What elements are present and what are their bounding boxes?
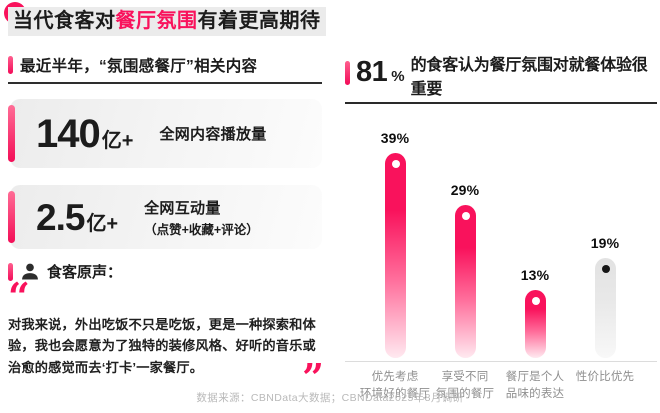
customer-quote: “ 对我来说，外出吃饭不只是吃饭，更是一种探索和体验，我也会愿意为了独特的装修风… — [8, 274, 324, 397]
page-title: 当代食客对餐厅氛围有着更高期待 — [4, 2, 326, 36]
stat-label-text: 全网内容播放量 — [159, 126, 267, 143]
person-icon — [22, 263, 38, 279]
stat-unit: 亿+ — [86, 212, 119, 235]
open-quote-icon: “ — [8, 274, 30, 319]
left-section-header: 最近半年，“氛围感餐厅”相关内容 — [8, 54, 322, 84]
card-accent-bar — [8, 105, 15, 162]
category-label: 优先考虑 环境好的餐厅 — [359, 371, 431, 400]
stat-value: 2.5 — [36, 196, 85, 238]
title-prefix: 当代食客对 — [13, 10, 116, 32]
bar-top-dot — [531, 297, 540, 305]
page-title-text: 当代食客对餐厅氛围有着更高期待 — [8, 7, 326, 36]
headline-number: 81 — [356, 56, 388, 88]
voice-section-title: 食客原声： — [47, 264, 123, 281]
stat-number: 140 亿+ — [36, 114, 133, 154]
category-labels: 优先考虑 环境好的餐厅 享受不同 氛围的餐厅 餐厅是个人 品味的表达 性价比优先 — [345, 369, 657, 413]
chart-bar — [525, 290, 546, 358]
category-label: 性价比优先 — [575, 371, 635, 383]
headline-text: 的食客认为餐厅氛围对就餐体验很重要 — [410, 57, 648, 98]
stat-unit: 亿+ — [101, 129, 134, 152]
accent-bar-icon — [8, 262, 13, 281]
accent-bar-icon — [8, 56, 13, 74]
data-source-note: 数据来源：CBNData大数据；CBNData2025年8月调研 — [196, 392, 464, 404]
bar-top-dot — [601, 265, 610, 273]
chart-bar — [455, 205, 476, 358]
stat-card-interaction: 2.5 亿+ 全网互动量 （点赞+收藏+评论） — [8, 185, 322, 249]
bar-value-label: 13% — [520, 267, 550, 283]
title-suffix: 有着更高期待 — [197, 10, 321, 32]
card-accent-bar — [8, 190, 15, 244]
chart-panel: 81 % 的食客认为餐厅氛围对就餐体验很重要 39% 29% 13% 19% 优先考虑… — [345, 46, 657, 413]
left-section-title: 最近半年，“氛围感餐厅”相关内容 — [20, 58, 258, 75]
bar-value-label: 29% — [450, 182, 480, 198]
stat-label: 全网内容播放量 — [159, 123, 266, 144]
stat-number: 2.5 亿+ — [36, 199, 118, 236]
chart-headline: 81 % 的食客认为餐厅氛围对就餐体验很重要 — [345, 46, 657, 104]
category-label: 餐厅是个人 品味的表达 — [505, 371, 565, 400]
bar-value-label: 39% — [380, 130, 410, 146]
voice-section-header: 食客原声： — [8, 261, 122, 282]
stat-label-text: 全网互动量 — [144, 199, 221, 217]
bar-top-dot — [391, 160, 400, 168]
quote-text: 对我来说，外出吃饭不只是吃饭，更是一种探索和体验，我也会愿意为了独特的装修风格、… — [8, 317, 316, 375]
chart-bar — [385, 153, 406, 358]
close-quote-icon: ” — [302, 355, 324, 401]
title-highlight: 餐厅氛围 — [115, 10, 198, 32]
stat-label: 全网互动量 （点赞+收藏+评论） — [144, 197, 259, 238]
stat-value: 140 — [36, 111, 101, 156]
chart-bar — [595, 258, 616, 358]
headline-percent: % — [391, 68, 405, 85]
bar-top-dot — [461, 212, 470, 220]
stat-card-playback: 140 亿+ 全网内容播放量 — [8, 99, 322, 168]
category-label: 享受不同 氛围的餐厅 — [435, 371, 495, 400]
accent-bar-icon — [345, 60, 350, 85]
stat-sublabel-text: （点赞+收藏+评论） — [144, 222, 259, 237]
bar-value-label: 19% — [590, 235, 620, 251]
bar-plot: 39% 29% 13% 19% — [345, 110, 657, 362]
